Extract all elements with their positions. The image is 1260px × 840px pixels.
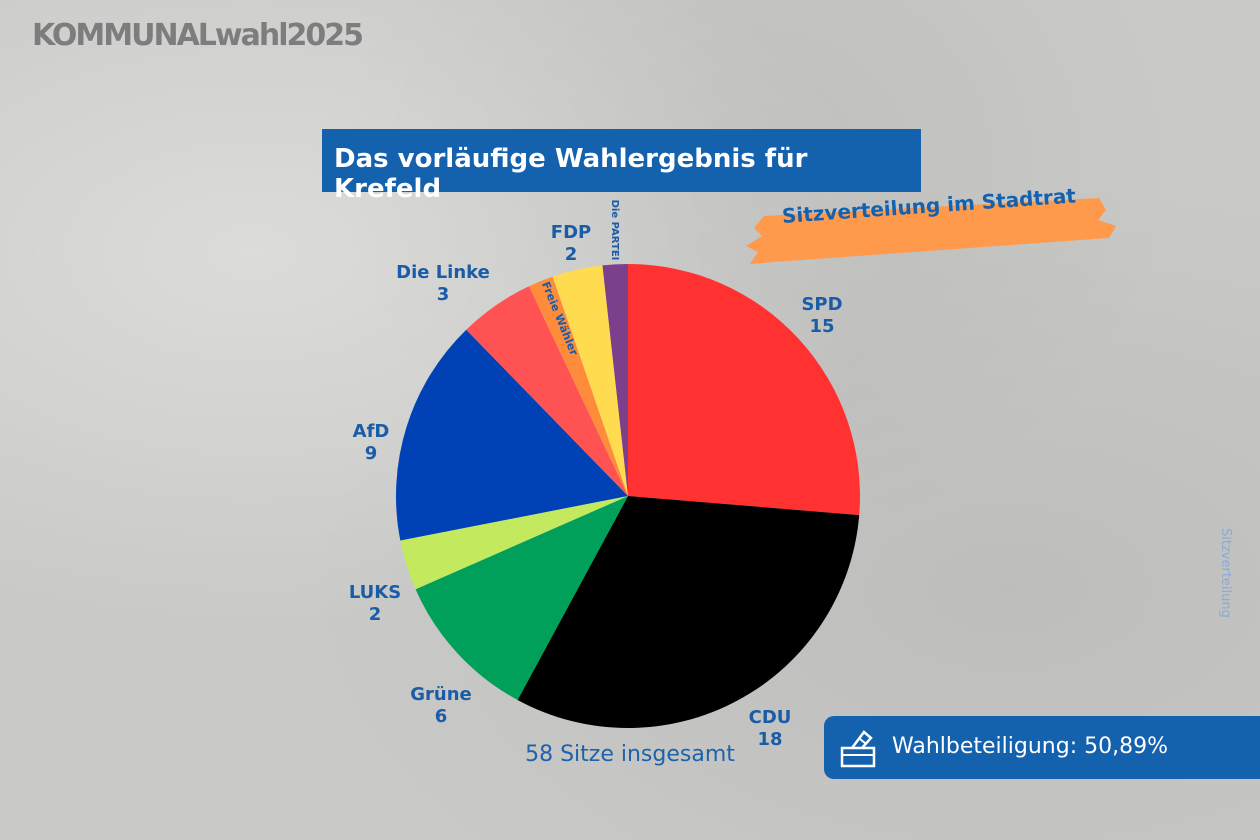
brush-stroke-shape (746, 198, 1116, 264)
slice-label-die-linke: Die Linke 3 (396, 262, 490, 305)
turnout-box: Wahlbeteiligung: 50,89% (824, 716, 1260, 779)
side-label: Sitzverteilung (1218, 528, 1233, 618)
ballot-box-icon (840, 730, 876, 768)
pie-slice-luks (400, 496, 628, 590)
slice-label-cdu: CDU 18 (749, 707, 792, 750)
pie-slice-die-linke (466, 286, 628, 496)
slice-label-fdp: FDP 2 (551, 222, 591, 265)
slice-label-grune: Grüne 6 (410, 684, 472, 727)
pie-slice-grune (415, 496, 628, 701)
slice-label-die-partei: Die PARTEI (609, 200, 620, 261)
pie-slice-cdu (517, 496, 860, 728)
logo: KOMMUNALwahl2025 (32, 18, 364, 53)
chart-title: Das vorläufige Wahlergebnis für Krefeld (322, 129, 921, 204)
slice-label-luks: LUKS 2 (349, 582, 401, 625)
pie-slice-die-partei (602, 264, 628, 496)
total-seats-label: 58 Sitze insgesamt (525, 742, 735, 767)
pie-slice-fdp (552, 265, 628, 496)
pie-slice-afd (396, 329, 628, 541)
slice-label-spd: SPD 15 (801, 294, 842, 337)
pie-slice-freie-wahler (528, 276, 628, 496)
slice-label-afd: AfD 9 (353, 421, 390, 464)
subtitle-banner: Sitzverteilung im Stadtrat (744, 176, 1124, 276)
pie-slice-spd (628, 264, 860, 516)
turnout-label: Wahlbeteiligung: 50,89% (892, 734, 1168, 759)
